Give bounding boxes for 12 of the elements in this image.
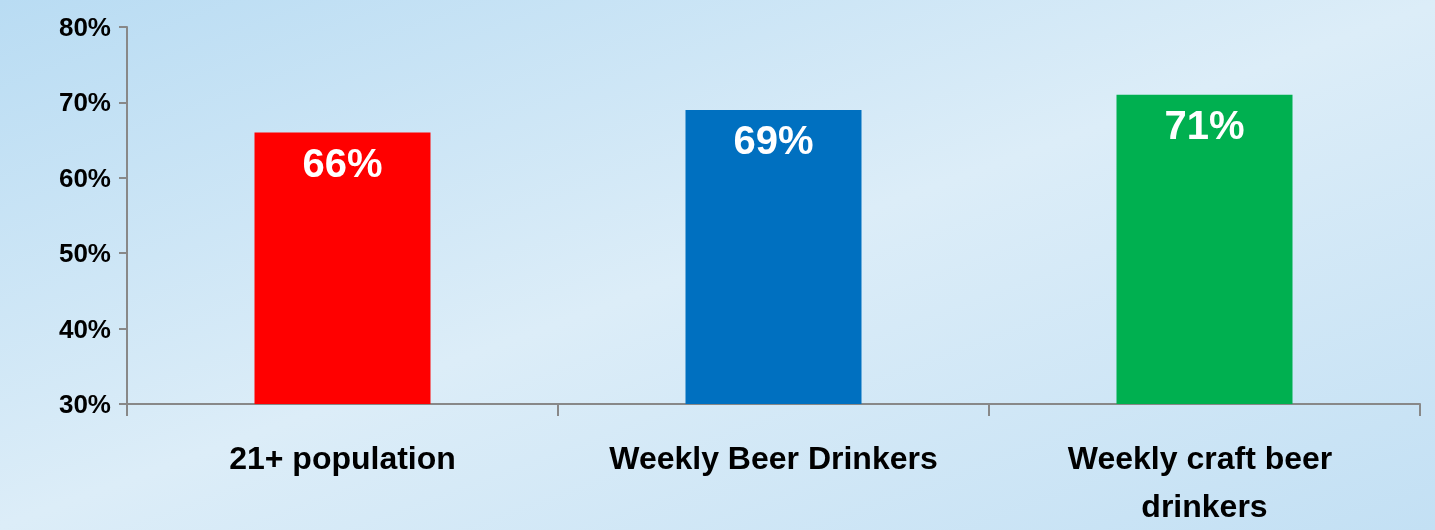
- x-tick-label: Weekly craft beer drinkers: [1067, 440, 1342, 524]
- y-tick-label: 60%: [58, 162, 111, 193]
- x-tick-label: 21+ population: [229, 440, 456, 476]
- y-tick-label: 30%: [58, 389, 111, 419]
- data-label: 66%: [302, 140, 383, 185]
- y-tick-label: 80%: [58, 12, 111, 42]
- x-tick-label: Weekly Beer Drinkers: [609, 440, 938, 476]
- data-label: 71%: [1164, 102, 1245, 147]
- y-tick-label: 70%: [58, 87, 111, 118]
- data-label: 69%: [733, 117, 814, 162]
- y-tick-label: 50%: [58, 238, 111, 269]
- y-tick-label: 40%: [58, 313, 111, 344]
